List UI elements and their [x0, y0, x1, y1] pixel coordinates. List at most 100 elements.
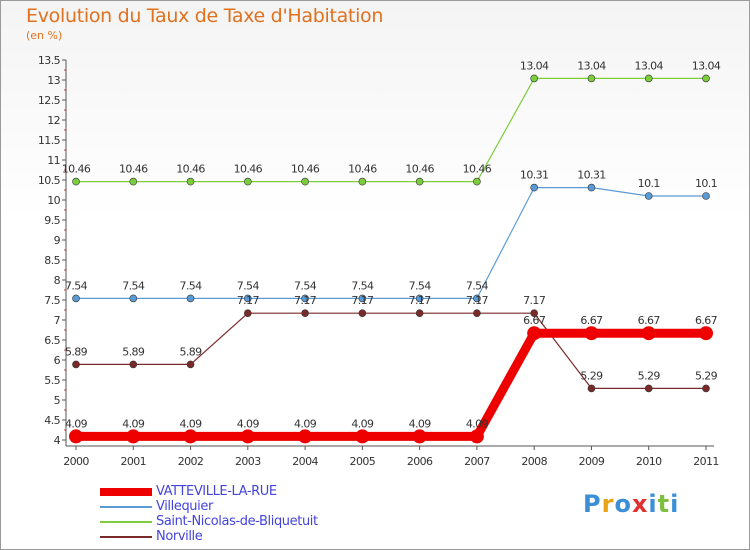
data-label: 10.46 — [348, 163, 377, 176]
x-tick-label: 2006 — [407, 455, 433, 468]
data-label: 6.67 — [580, 314, 603, 327]
data-point — [530, 309, 538, 318]
data-label: 7.54 — [65, 279, 88, 292]
data-point — [186, 294, 195, 303]
x-tick-label: 2004 — [292, 455, 318, 468]
data-label: 10.46 — [234, 163, 263, 176]
data-point — [240, 429, 255, 444]
x-tick-label: 2000 — [63, 455, 89, 468]
x-tick-label: 2007 — [464, 455, 490, 468]
data-point — [412, 429, 427, 444]
y-tick-label: 7.5 — [44, 294, 60, 307]
data-label: 7.54 — [466, 279, 489, 292]
data-point — [244, 309, 252, 318]
data-point — [473, 177, 481, 186]
logo-letter: i — [670, 490, 680, 518]
data-point — [702, 192, 710, 200]
data-point — [129, 294, 138, 303]
data-point — [69, 429, 83, 444]
series-line — [76, 312, 706, 389]
data-label: 7.17 — [409, 294, 432, 307]
data-point — [415, 177, 424, 186]
data-point — [126, 429, 141, 444]
data-point — [298, 429, 313, 444]
legend-swatch — [100, 520, 152, 523]
y-tick-label: 13.5 — [38, 54, 61, 67]
data-label: 10.1 — [695, 177, 717, 190]
data-label: 7.17 — [523, 294, 546, 307]
legend-label: Saint-Nicolas-de-Bliquetuit — [156, 514, 318, 529]
legend: VATTEVILLE-LA-RUE Villequier Saint-Nicolas… — [100, 484, 318, 544]
data-point — [129, 360, 138, 369]
y-tick-label: 10.5 — [38, 174, 61, 187]
data-label: 6.67 — [695, 314, 718, 327]
data-label: 4.09 — [351, 417, 374, 430]
data-point — [358, 294, 367, 303]
series-line — [76, 187, 706, 299]
data-point — [244, 294, 252, 303]
data-label: 10.46 — [405, 163, 434, 176]
legend-label: Villequier — [156, 499, 213, 514]
y-tick-label: 4.5 — [44, 414, 60, 427]
y-tick-label: 13 — [47, 74, 60, 87]
data-point — [72, 360, 80, 369]
legend-label: VATTEVILLE-LA-RUE — [156, 484, 277, 499]
data-point — [584, 326, 599, 341]
data-point — [301, 294, 309, 303]
y-tick-label: 7 — [54, 314, 61, 327]
logo-letter: x — [631, 490, 649, 518]
data-label: 7.54 — [122, 279, 145, 292]
data-label: 7.17 — [237, 294, 260, 307]
data-label: 7.54 — [179, 279, 202, 292]
chart-title: Evolution du Taux de Taxe d'Habitation — [26, 5, 384, 27]
data-label: 7.54 — [409, 279, 432, 292]
y-tick-label: 12.5 — [38, 94, 61, 107]
x-tick-label: 2003 — [235, 455, 261, 468]
data-label: 10.46 — [119, 163, 148, 176]
data-label: 13.04 — [634, 59, 663, 72]
data-point — [473, 294, 481, 303]
data-point — [587, 384, 596, 393]
y-tick-label: 10 — [47, 194, 60, 207]
data-label: 10.46 — [463, 163, 492, 176]
logo-letter: t — [657, 490, 671, 518]
data-point — [527, 326, 542, 341]
data-label: 4.09 — [179, 417, 202, 430]
legend-item: VATTEVILLE-LA-RUE — [100, 484, 318, 499]
data-point — [72, 177, 80, 186]
data-label: 13.04 — [577, 59, 606, 72]
data-point — [587, 74, 596, 83]
logo-letter: o — [614, 490, 632, 518]
data-point — [587, 183, 596, 192]
legend-item: Norville — [100, 529, 318, 544]
x-tick-label: 2008 — [521, 455, 547, 468]
data-point — [702, 384, 710, 393]
data-point — [358, 309, 367, 318]
legend-swatch — [100, 535, 152, 538]
data-point — [183, 429, 198, 444]
y-tick-label: 4 — [54, 434, 61, 447]
data-point — [186, 360, 195, 369]
data-label: 6.67 — [638, 314, 661, 327]
data-point — [355, 429, 370, 444]
x-tick-label: 2011 — [693, 455, 719, 468]
data-label: 10.46 — [62, 163, 91, 176]
data-label: 7.17 — [351, 294, 374, 307]
data-point — [530, 183, 538, 192]
legend-label: Norville — [156, 529, 203, 544]
data-point — [702, 74, 710, 83]
data-label: 5.29 — [638, 369, 661, 382]
data-point — [469, 429, 484, 444]
legend-swatch — [100, 505, 152, 508]
x-tick-label: 2009 — [579, 455, 605, 468]
legend-swatch — [100, 487, 152, 496]
data-label: 13.04 — [692, 59, 721, 72]
y-tick-label: 5.5 — [44, 374, 60, 387]
data-label: 7.54 — [294, 279, 317, 292]
data-label: 13.04 — [520, 59, 549, 72]
logo-letter: i — [648, 490, 658, 518]
legend-item: Villequier — [100, 499, 318, 514]
data-label: 4.09 — [294, 417, 317, 430]
